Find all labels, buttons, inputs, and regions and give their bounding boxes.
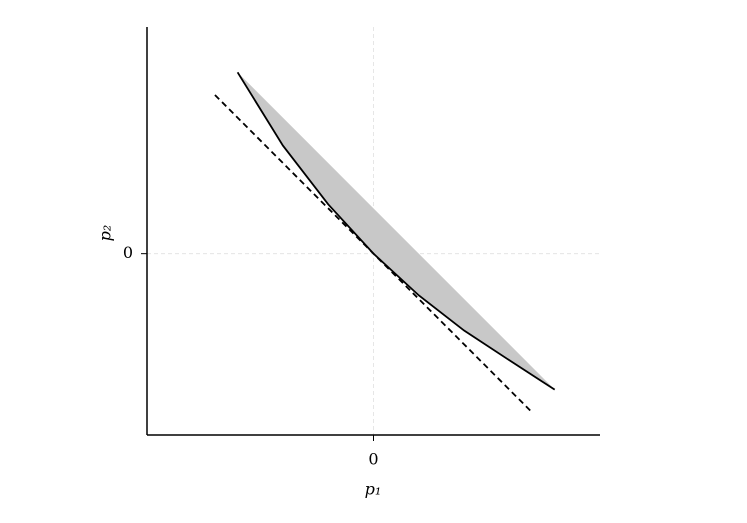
x-tick-label: 0 (368, 450, 378, 469)
y-axis-label: p₂ (96, 225, 115, 242)
x-axis-label: p₁ (365, 480, 382, 499)
shaded-area (237, 72, 555, 390)
curve (236, 71, 556, 391)
y-tick-label: 0 (123, 243, 133, 262)
tangent-line (214, 94, 533, 413)
